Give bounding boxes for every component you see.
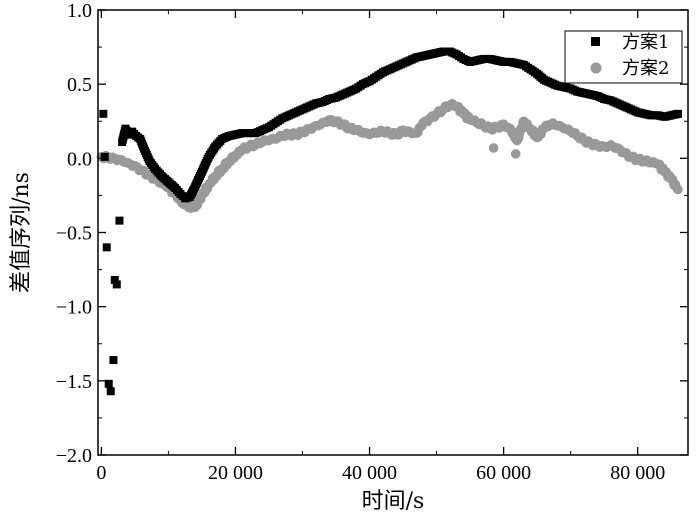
legend-label-series-1: 方案1 [622,32,669,53]
x-tick-label: 20 000 [208,462,263,484]
series-1-point [102,243,111,252]
y-axis-title: 差值序列/ns [9,172,34,293]
series-1-point [100,152,109,161]
series-1-point [99,109,108,118]
series-1-point [109,356,118,365]
legend-box [564,30,683,84]
series-1-point [106,387,115,396]
series-1-point [104,379,113,388]
x-tick-label: 0 [96,462,106,484]
x-tick-label: 40 000 [342,462,397,484]
axis-tick-labels: 0 20 000 40 000 60 000 80 000 1.0 0.5 0.0 −0.5 −1… [56,0,665,484]
series-2-point [488,143,499,153]
series-1-point [112,280,121,289]
x-tick-label: 80 000 [610,462,665,484]
legend-label-series-2: 方案2 [622,58,669,79]
y-tick-label: −0.5 [56,223,92,245]
plot-marks [96,47,683,396]
legend-marker-circle [590,62,602,74]
series-1-point [115,216,124,225]
series-2-point [673,184,683,195]
y-tick-label: −1.5 [56,371,92,393]
legend: 方案1 方案2 [564,30,683,84]
x-axis-title: 时间/s [362,489,425,514]
series-2-point [510,149,521,159]
y-tick-label: −2.0 [56,445,92,467]
axis-ticks [98,9,688,456]
x-tick-label: 60 000 [476,462,531,484]
series-1-point [673,109,682,118]
y-tick-label: 0.5 [67,74,92,96]
legend-marker-square [591,37,600,46]
y-tick-label: 1.0 [67,0,92,22]
series-1-point [110,275,119,284]
y-tick-label: −1.0 [56,297,92,319]
y-tick-label: 0.0 [67,148,92,170]
